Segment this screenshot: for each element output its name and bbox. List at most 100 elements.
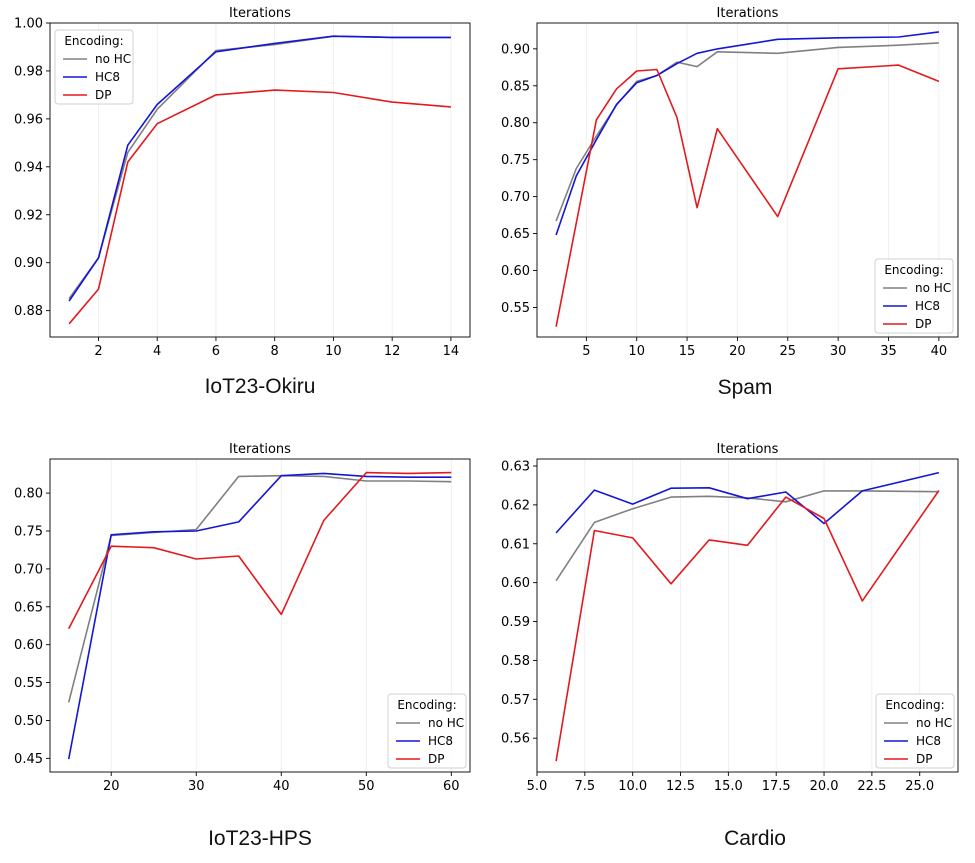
chart-title: Iterations bbox=[717, 6, 779, 21]
legend-title: Encoding: bbox=[885, 698, 944, 712]
y-tick-label: 0.55 bbox=[501, 301, 530, 316]
x-tick-label: 40 bbox=[931, 344, 948, 359]
chart-svg: 2 4 6 8 10 12 14 0.88 0.90 0.92 0.94 0.96 0.98 1.00 It… bbox=[14, 6, 471, 359]
x-tick-label: 40 bbox=[273, 779, 290, 794]
y-tick-label: 0.92 bbox=[14, 208, 43, 223]
chart-panel-iot23-okiru: 2 4 6 8 10 12 14 0.88 0.90 0.92 0.94 0.96 0.98 1.00 It… bbox=[0, 0, 487, 410]
y-tick-label: 0.70 bbox=[14, 562, 43, 577]
legend-title: Encoding: bbox=[397, 698, 456, 712]
legend-box bbox=[54, 29, 134, 105]
chart-caption-cardio: Cardio bbox=[724, 827, 786, 850]
x-tick-label: 30 bbox=[188, 779, 205, 794]
series-line-dp bbox=[68, 89, 451, 325]
x-tick-label: 22.5 bbox=[857, 779, 886, 794]
chart-title: Iterations bbox=[717, 442, 779, 457]
x-tick-label: 5 bbox=[582, 344, 590, 359]
plot-frame bbox=[49, 458, 471, 773]
x-tick-label: 12 bbox=[384, 344, 401, 359]
legend-box bbox=[387, 693, 467, 769]
x-tick-label: 14 bbox=[443, 344, 460, 359]
y-tick-label: 0.55 bbox=[14, 676, 43, 691]
legend-label-dp: DP bbox=[428, 752, 444, 766]
x-tick-label: 7.5 bbox=[574, 779, 595, 794]
y-tick-label: 0.65 bbox=[501, 227, 530, 242]
x-tick-label: 60 bbox=[443, 779, 460, 794]
series-line-hc8 bbox=[67, 472, 452, 760]
legend-label-no-hc: no HC bbox=[428, 716, 464, 730]
y-tick-label: 0.70 bbox=[501, 190, 530, 205]
chart-caption-spam: Spam bbox=[717, 376, 773, 399]
x-tick-label: 4 bbox=[153, 344, 161, 359]
y-tick-label: 1.00 bbox=[14, 17, 43, 32]
legend: Encoding: no HC HC8 DP bbox=[874, 258, 954, 334]
legend-label-dp: DP bbox=[915, 317, 931, 331]
y-tick-label: 0.65 bbox=[14, 600, 43, 615]
y-tick-label: 0.75 bbox=[501, 153, 530, 168]
x-tick-label: 20 bbox=[729, 344, 746, 359]
y-tick-label: 0.45 bbox=[14, 752, 43, 767]
series-line-hc8 bbox=[555, 31, 940, 236]
x-tick-label: 25 bbox=[780, 344, 797, 359]
series-line-hc8 bbox=[555, 471, 940, 534]
plot-frame bbox=[49, 22, 471, 338]
x-tick-label: 20.0 bbox=[810, 779, 839, 794]
legend-label-hc8: HC8 bbox=[95, 70, 120, 84]
chart-caption-iot23-okiru: IoT23-Okiru bbox=[204, 375, 316, 398]
y-tick-label: 0.94 bbox=[14, 160, 43, 175]
y-tick-label: 0.57 bbox=[501, 693, 530, 708]
series-line-no-hc bbox=[67, 474, 452, 703]
y-tick-label: 0.61 bbox=[501, 537, 530, 552]
chart-title: Iterations bbox=[229, 442, 291, 457]
legend-label-no-hc: no HC bbox=[95, 52, 131, 66]
x-tick-label: 10 bbox=[325, 344, 342, 359]
series-line-dp bbox=[555, 490, 940, 762]
y-tick-label: 0.63 bbox=[501, 459, 530, 474]
y-tick-label: 0.60 bbox=[14, 638, 43, 653]
series-line-no-hc bbox=[555, 42, 939, 222]
legend-box bbox=[875, 693, 955, 769]
legend: Encoding: no HC HC8 DP bbox=[387, 693, 467, 769]
legend-label-hc8: HC8 bbox=[915, 299, 940, 313]
plot-frame bbox=[536, 458, 959, 773]
chart-panel-spam: 5 10 15 20 25 30 35 40 0.55 0.60 0.65 0.70 0.75 0.80 0… bbox=[487, 0, 975, 410]
x-tick-label: 8 bbox=[271, 344, 279, 359]
x-tick-label: 2 bbox=[94, 344, 102, 359]
x-tick-label: 20 bbox=[103, 779, 120, 794]
x-tick-label: 35 bbox=[880, 344, 897, 359]
y-tick-label: 0.80 bbox=[501, 116, 530, 131]
y-tick-label: 0.62 bbox=[501, 498, 530, 513]
y-tick-label: 0.88 bbox=[14, 304, 43, 319]
legend-label-dp: DP bbox=[916, 752, 932, 766]
y-tick-label: 0.58 bbox=[501, 654, 530, 669]
y-tick-label: 0.50 bbox=[14, 714, 43, 729]
x-tick-label: 6 bbox=[212, 344, 220, 359]
legend-label-no-hc: no HC bbox=[916, 716, 952, 730]
legend-label-hc8: HC8 bbox=[916, 734, 941, 748]
legend: Encoding: no HC HC8 DP bbox=[54, 29, 134, 105]
series-line-dp bbox=[555, 64, 940, 327]
series-line-dp bbox=[67, 471, 452, 630]
x-tick-label: 50 bbox=[358, 779, 375, 794]
y-tick-label: 0.96 bbox=[14, 112, 43, 127]
chart-svg: 20 30 40 50 60 0.45 0.50 0.55 0.60 0.65 0.70 0.75 0.… bbox=[14, 442, 471, 794]
legend-title: Encoding: bbox=[884, 263, 943, 277]
legend-label-dp: DP bbox=[95, 88, 111, 102]
chart-panel-cardio: 5.0 7.5 10.0 12.5 15.0 17.5 20.0 22.5 25.0 0.56 0.… bbox=[487, 432, 975, 812]
legend-label-hc8: HC8 bbox=[428, 734, 453, 748]
chart-svg: 5.0 7.5 10.0 12.5 15.0 17.5 20.0 22.5 25.0 0.56 0.… bbox=[501, 442, 959, 794]
y-tick-label: 0.85 bbox=[501, 79, 530, 94]
y-tick-label: 0.75 bbox=[14, 524, 43, 539]
y-tick-label: 0.56 bbox=[501, 732, 530, 747]
series-line-no-hc bbox=[555, 490, 939, 582]
x-tick-label: 12.5 bbox=[666, 779, 695, 794]
y-tick-label: 0.60 bbox=[501, 576, 530, 591]
legend: Encoding: no HC HC8 DP bbox=[875, 693, 955, 769]
x-tick-label: 10.0 bbox=[618, 779, 647, 794]
x-tick-label: 15.0 bbox=[714, 779, 743, 794]
x-tick-label: 5.0 bbox=[527, 779, 548, 794]
y-tick-label: 0.90 bbox=[501, 42, 530, 57]
chart-title: Iterations bbox=[229, 6, 291, 21]
chart-caption-iot23-hps: IoT23-HPS bbox=[208, 827, 312, 850]
x-tick-label: 25.0 bbox=[905, 779, 934, 794]
x-tick-label: 10 bbox=[628, 344, 645, 359]
